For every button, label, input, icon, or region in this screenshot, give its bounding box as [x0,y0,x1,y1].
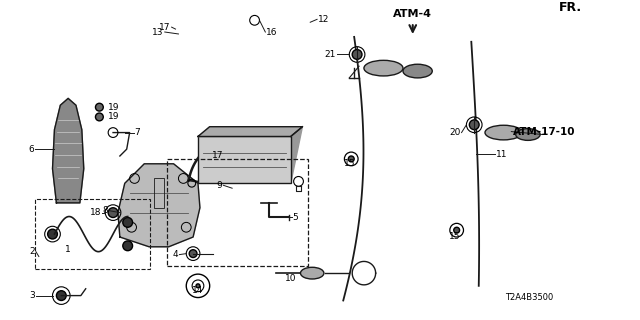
Circle shape [108,208,118,218]
Text: 2: 2 [29,247,35,256]
Text: 3: 3 [29,291,35,300]
Bar [35,199,150,269]
Text: 19: 19 [108,112,120,122]
Bar [198,136,291,183]
Polygon shape [198,127,303,136]
Text: T2A4B3500: T2A4B3500 [506,293,554,302]
Bar [167,159,308,266]
Text: 12: 12 [318,15,330,24]
Circle shape [196,284,200,288]
Circle shape [282,172,290,180]
Text: 6: 6 [28,145,34,154]
Circle shape [454,227,460,233]
Ellipse shape [300,267,324,279]
Circle shape [47,229,58,239]
Text: 11: 11 [496,149,508,158]
Circle shape [189,250,197,258]
Circle shape [123,218,132,227]
Ellipse shape [485,125,522,140]
Text: 8: 8 [102,206,108,215]
Ellipse shape [364,60,403,76]
Text: 16: 16 [266,28,278,36]
Text: 15: 15 [344,159,355,168]
Text: 17: 17 [212,151,223,161]
Text: 17: 17 [159,23,171,32]
Text: 14: 14 [192,286,204,295]
Circle shape [469,120,479,130]
Text: 4: 4 [173,250,179,259]
Text: ATM-4: ATM-4 [393,9,432,19]
Polygon shape [291,127,303,183]
Text: 15: 15 [449,232,460,241]
Bar [154,179,164,208]
Circle shape [56,291,66,300]
Text: 9: 9 [216,181,222,190]
Text: 5: 5 [292,213,298,222]
Circle shape [95,113,103,121]
Text: 21: 21 [324,50,335,59]
Text: 7: 7 [134,128,140,137]
Circle shape [95,103,103,111]
Ellipse shape [516,129,540,140]
Ellipse shape [403,64,432,78]
Polygon shape [118,164,200,247]
Text: 1: 1 [65,245,71,254]
Text: 19: 19 [108,103,120,112]
Polygon shape [52,98,84,203]
Circle shape [123,241,132,251]
Circle shape [348,156,354,162]
Text: 18: 18 [90,208,101,217]
Circle shape [223,172,231,180]
Text: 13: 13 [152,28,164,36]
Text: 10: 10 [285,275,296,284]
Text: FR.: FR. [559,2,582,14]
Circle shape [352,50,362,59]
Text: ATM-17-10: ATM-17-10 [513,127,576,137]
Text: 20: 20 [449,128,461,137]
Circle shape [202,172,210,180]
